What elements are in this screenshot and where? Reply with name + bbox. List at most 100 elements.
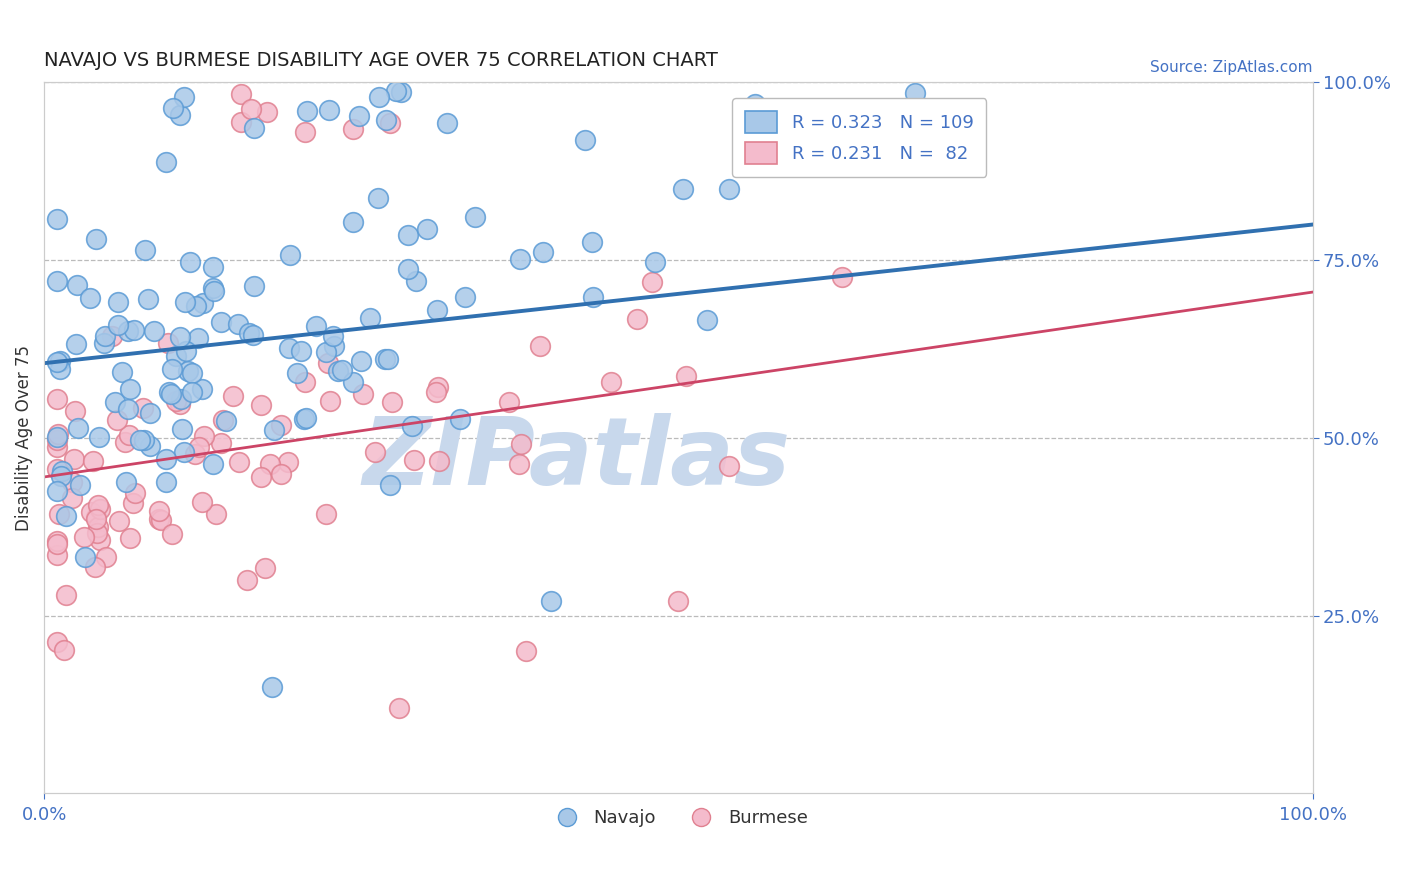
Point xyxy=(640,275,662,289)
Point xyxy=(799,126,821,140)
Point xyxy=(342,121,364,136)
Point xyxy=(162,527,184,541)
Point xyxy=(581,235,603,250)
Point xyxy=(122,323,145,337)
Point xyxy=(162,102,184,116)
Point xyxy=(277,341,299,355)
Point xyxy=(170,422,193,436)
Point xyxy=(100,328,122,343)
Point xyxy=(453,290,475,304)
Point xyxy=(319,394,342,409)
Point xyxy=(82,453,104,467)
Point xyxy=(202,280,225,294)
Point xyxy=(49,362,72,376)
Point xyxy=(510,437,533,451)
Point xyxy=(209,436,232,450)
Point xyxy=(169,108,191,122)
Point xyxy=(315,507,337,521)
Point xyxy=(294,376,316,390)
Legend: Navajo, Burmese: Navajo, Burmese xyxy=(541,802,815,834)
Point xyxy=(191,295,214,310)
Point xyxy=(87,519,110,533)
Point xyxy=(396,262,419,277)
Point xyxy=(184,447,207,461)
Point xyxy=(80,506,103,520)
Point xyxy=(342,215,364,229)
Point xyxy=(114,435,136,450)
Point xyxy=(169,330,191,344)
Point xyxy=(174,343,197,358)
Point xyxy=(105,413,128,427)
Point xyxy=(191,382,214,396)
Point xyxy=(45,355,67,369)
Point xyxy=(129,433,152,447)
Point xyxy=(401,419,423,434)
Point xyxy=(359,310,381,325)
Point xyxy=(63,452,86,467)
Point xyxy=(342,375,364,389)
Point xyxy=(60,475,83,489)
Point xyxy=(243,121,266,136)
Point xyxy=(405,274,427,288)
Point xyxy=(717,458,740,473)
Point xyxy=(385,84,408,98)
Point xyxy=(427,379,450,393)
Point xyxy=(191,495,214,509)
Point xyxy=(55,588,77,602)
Point xyxy=(111,365,134,379)
Point xyxy=(285,366,308,380)
Point xyxy=(205,508,228,522)
Point xyxy=(330,362,353,376)
Text: ZIPatlas: ZIPatlas xyxy=(363,413,792,505)
Point xyxy=(425,384,447,399)
Point xyxy=(270,418,292,433)
Point xyxy=(117,324,139,338)
Point xyxy=(104,394,127,409)
Point xyxy=(60,491,83,505)
Point xyxy=(187,440,209,454)
Point xyxy=(179,255,201,269)
Point xyxy=(86,525,108,540)
Point xyxy=(107,294,129,309)
Point xyxy=(132,433,155,447)
Point xyxy=(326,364,349,378)
Point xyxy=(449,412,471,426)
Y-axis label: Disability Age Over 75: Disability Age Over 75 xyxy=(15,345,32,531)
Point xyxy=(155,452,177,467)
Point xyxy=(318,356,340,370)
Point xyxy=(45,430,67,444)
Point xyxy=(253,560,276,574)
Point xyxy=(259,458,281,472)
Point xyxy=(744,97,766,112)
Point xyxy=(73,530,96,544)
Point xyxy=(717,182,740,196)
Point xyxy=(122,496,145,510)
Point xyxy=(181,366,204,380)
Point xyxy=(169,397,191,411)
Point xyxy=(45,537,67,551)
Point xyxy=(48,426,70,441)
Point xyxy=(531,244,554,259)
Point xyxy=(831,270,853,285)
Point xyxy=(292,412,315,426)
Point xyxy=(134,243,156,257)
Point xyxy=(160,387,183,401)
Point xyxy=(165,394,187,409)
Point xyxy=(124,485,146,500)
Point xyxy=(215,414,238,428)
Point xyxy=(262,680,284,694)
Point xyxy=(86,232,108,246)
Point xyxy=(107,514,129,528)
Point xyxy=(277,455,299,469)
Point xyxy=(66,277,89,292)
Point xyxy=(242,328,264,343)
Point xyxy=(529,339,551,353)
Point xyxy=(396,228,419,243)
Point xyxy=(45,484,67,499)
Point xyxy=(238,326,260,340)
Point xyxy=(374,351,396,366)
Point xyxy=(367,191,389,205)
Point xyxy=(155,155,177,169)
Point xyxy=(48,507,70,521)
Point xyxy=(295,103,318,118)
